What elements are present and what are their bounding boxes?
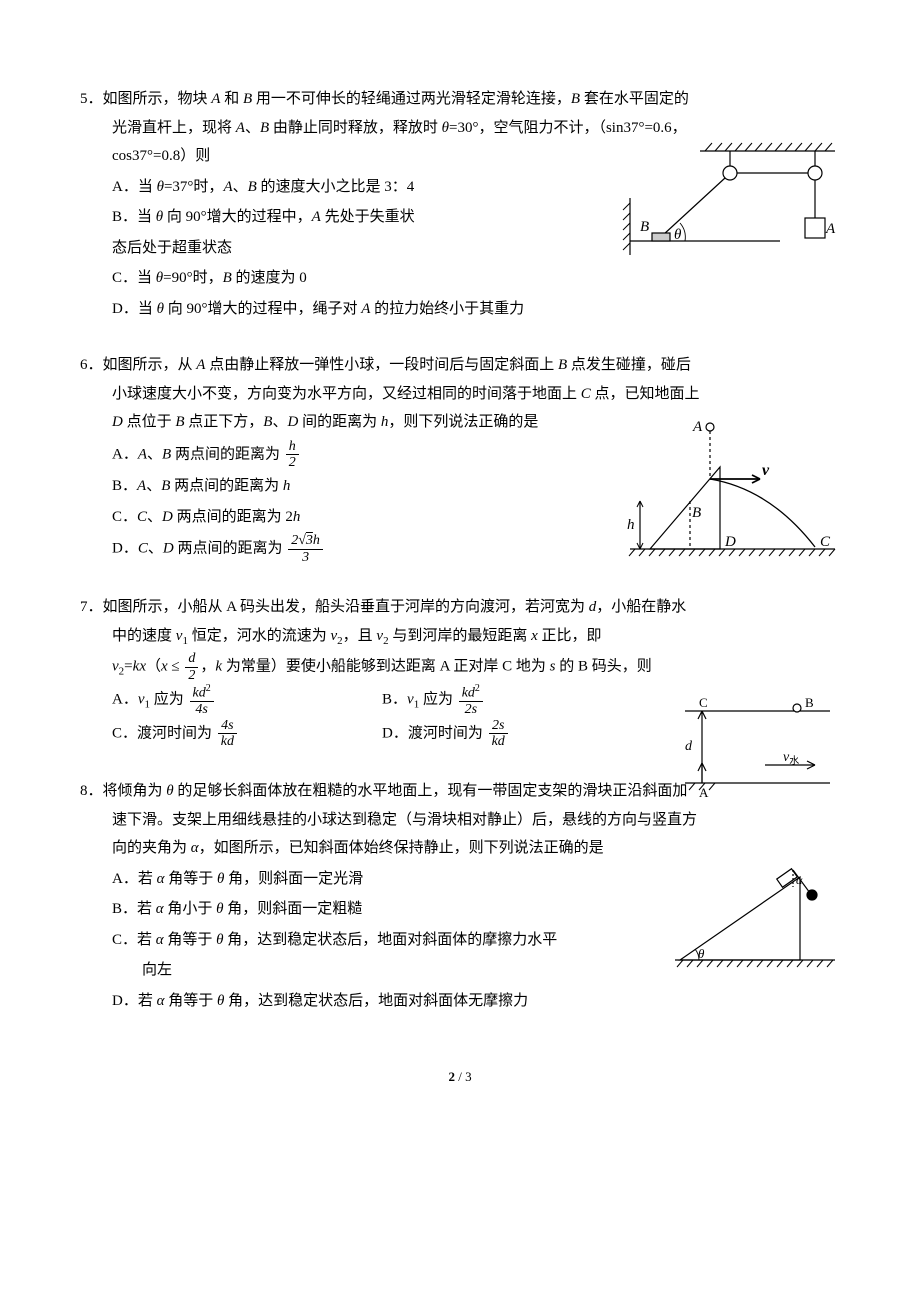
diag8-alpha: α bbox=[796, 873, 803, 887]
q7-option-c: C．渡河时间为 4skd bbox=[112, 718, 382, 750]
q8-num: 8． bbox=[80, 783, 103, 799]
q7-option-d: D．渡河时间为 2skd bbox=[382, 718, 652, 750]
q7-line2: 中的速度 v1 恒定，河水的流速为 v2，且 v2 与到河岸的最短距离 x 正比… bbox=[80, 622, 840, 652]
diag6-d: D bbox=[724, 534, 736, 550]
q5-stem: 5．如图所示，物块 A 和 B 用一不可伸长的轻绳通过两光滑轻定滑轮连接，B 套… bbox=[80, 85, 840, 114]
question-8: 8．将倾角为 θ 的足够长斜面体放在粗糙的水平地面上，现有一带固定支架的滑块正沿… bbox=[80, 777, 840, 1015]
diag6-c: C bbox=[820, 534, 831, 550]
diag7-c: C bbox=[699, 695, 708, 710]
q7-stem: 7．如图所示，小船从 A 码头出发，船头沿垂直于河岸的方向渡河，若河宽为 d，小… bbox=[80, 593, 840, 622]
diag6-b: B bbox=[692, 505, 701, 521]
q6-frac-a: h2 bbox=[286, 439, 299, 471]
diag8-theta: θ bbox=[698, 946, 705, 961]
q8-option-d: D．若 α 角等于 θ 角，达到稳定状态后，地面对斜面体无摩擦力 bbox=[80, 987, 840, 1016]
q6-line2: 小球速度大小不变，方向变为水平方向，又经过相同的时间落于地面上 C 点，已知地面… bbox=[80, 380, 840, 409]
q5-diagram: B θ A bbox=[630, 143, 840, 258]
page-footer: 2 / 3 bbox=[80, 1065, 840, 1090]
q7-frac-d: 2skd bbox=[489, 718, 508, 750]
q8-line3: 向的夹角为 α，如图所示，已知斜面体始终保持静止，则下列说法正确的是 bbox=[80, 834, 840, 863]
q5-option-d: D．当 θ 向 90°增大的过程中，绳子对 A 的拉力始终小于其重力 bbox=[80, 295, 840, 324]
q7-line3: v2=kx（x ≤ d2，k 为常量）要使小船能够到达距离 A 正对岸 C 地为… bbox=[80, 651, 840, 683]
diag7-b: B bbox=[805, 695, 814, 710]
q5-option-c: C．当 θ=90°时，B 的速度为 0 bbox=[80, 264, 840, 293]
diag5-theta-label: θ bbox=[674, 227, 682, 243]
q7-option-b: B．v1 应为 kd22s bbox=[382, 683, 652, 717]
q7-frac-cond: d2 bbox=[185, 651, 198, 683]
question-5: 5．如图所示，物块 A 和 B 用一不可伸长的轻绳通过两光滑轻定滑轮连接，B 套… bbox=[80, 85, 840, 323]
q7-frac-a: kd24s bbox=[190, 683, 214, 717]
diag6-h: h bbox=[627, 517, 635, 533]
q6-diagram: A v B h D C bbox=[630, 419, 840, 569]
diag7-d: d bbox=[685, 739, 693, 754]
q5-line2: 光滑直杆上，现将 A、B 由静止同时释放，释放时 θ=30°，空气阻力不计，（s… bbox=[80, 114, 840, 143]
diag6-a: A bbox=[692, 419, 703, 435]
q8-line2: 速下滑。支架上用细线悬挂的小球达到稳定（与滑块相对静止）后，悬线的方向与竖直方 bbox=[80, 806, 840, 835]
q7-frac-c: 4skd bbox=[218, 718, 237, 750]
q6-stem: 6．如图所示，从 A 点由静止释放一弹性小球，一段时间后与固定斜面上 B 点发生… bbox=[80, 351, 840, 380]
q6-frac-d: 2√3h3 bbox=[288, 533, 323, 565]
q5-num: 5． bbox=[80, 91, 103, 107]
question-6: 6．如图所示，从 A 点由静止释放一弹性小球，一段时间后与固定斜面上 B 点发生… bbox=[80, 351, 840, 565]
diag5-a-label: A bbox=[825, 221, 836, 237]
q7-num: 7． bbox=[80, 599, 103, 615]
diag6-v: v bbox=[762, 462, 770, 479]
q7-frac-b: kd22s bbox=[459, 683, 483, 717]
q6-num: 6． bbox=[80, 357, 103, 373]
q7-option-a: A．v1 应为 kd24s bbox=[112, 683, 382, 717]
q8-diagram: α θ bbox=[675, 865, 840, 975]
q8-stem: 8．将倾角为 θ 的足够长斜面体放在粗糙的水平地面上，现有一带固定支架的滑块正沿… bbox=[80, 777, 840, 806]
diag5-b-label: B bbox=[640, 219, 649, 235]
question-7: 7．如图所示，小船从 A 码头出发，船头沿垂直于河岸的方向渡河，若河宽为 d，小… bbox=[80, 593, 840, 749]
diag7-vw: v水 bbox=[783, 750, 799, 767]
